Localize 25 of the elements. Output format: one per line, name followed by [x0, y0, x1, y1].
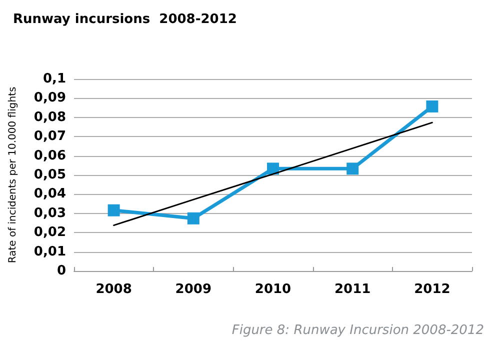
y-tick-label: 0,04	[34, 186, 66, 202]
point	[346, 162, 359, 175]
y-tick-label: 0,01	[34, 244, 66, 260]
x-tick-label: 2009	[175, 282, 212, 297]
x-tick-label: 2008	[96, 282, 132, 297]
y-tick-label: 0,05	[34, 168, 66, 182]
y-tick-label: 0,03	[34, 206, 66, 221]
y-tick-label: 0,09	[34, 90, 66, 106]
y-tick-label: 0	[56, 264, 66, 278]
y-tick-label: 0,02	[34, 225, 66, 240]
x-tick-label: 2011	[334, 282, 371, 297]
y-tick-label: 0,08	[34, 110, 66, 125]
y-tick-label: 0,1	[42, 72, 66, 86]
caption: Figure 8: Runway Incursion 2008-2012	[232, 323, 484, 338]
x-tick-label: 2010	[254, 282, 292, 297]
x-tick-label: 2012	[414, 282, 450, 297]
y-axis-title: Rate of incidents per 10.000 flights	[8, 86, 18, 264]
line-series	[113, 122, 433, 226]
y-tick-label: 0,06	[34, 148, 66, 164]
y-tick-label: 0,07	[34, 129, 66, 144]
point	[108, 204, 120, 216]
chart-title: Runway incursions 2008-2012	[13, 12, 237, 27]
point	[187, 212, 200, 224]
point	[267, 162, 279, 175]
point	[426, 100, 438, 112]
